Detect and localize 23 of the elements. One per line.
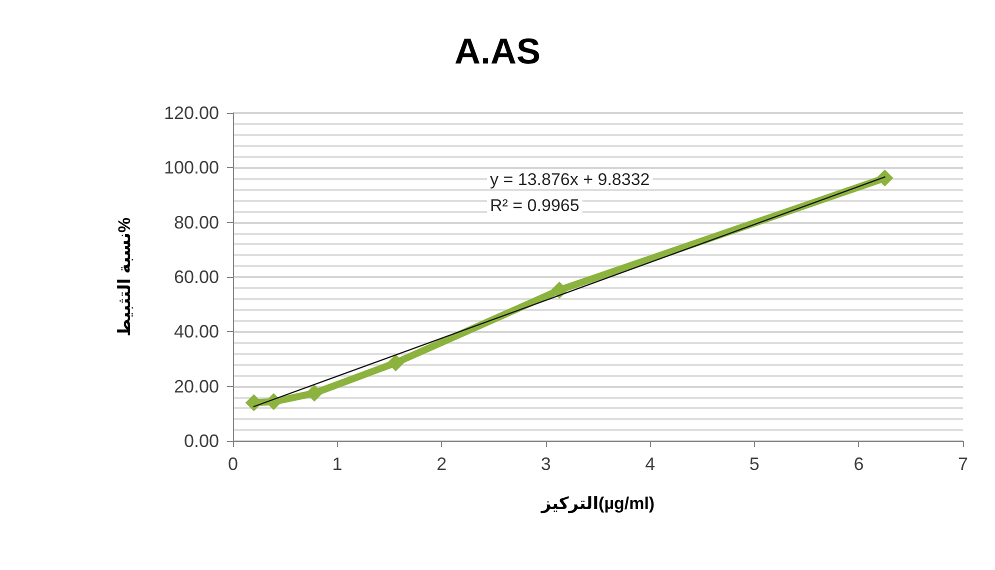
- x-tick-label: 6: [854, 454, 864, 474]
- chart-title: A.AS: [454, 30, 541, 72]
- point: [876, 170, 894, 187]
- annotation: y = 13.876x + 9.8332: [490, 170, 650, 189]
- x-tick-label: 0: [228, 454, 238, 474]
- x-tick-label: 4: [645, 454, 656, 474]
- x-tick-label: 5: [749, 454, 760, 474]
- y-tick-label: 20.00: [174, 376, 219, 396]
- y-axis-title: نسبة التثبيط%: [115, 218, 134, 336]
- x-tick-label: 2: [436, 454, 447, 474]
- y-tick-label: 120.00: [164, 103, 219, 123]
- x-tick-label: 7: [958, 454, 968, 474]
- point: [387, 354, 404, 372]
- x-axis-title: التركيز(µg/ml): [540, 494, 655, 514]
- y-tick-label: 100.00: [164, 158, 219, 178]
- annotation: R² = 0.9965: [490, 196, 580, 215]
- point: [550, 282, 568, 299]
- y-tick-label: 80.00: [174, 212, 219, 232]
- x-tick-label: 1: [332, 454, 342, 474]
- x-tick-label: 3: [540, 454, 551, 474]
- y-tick-label: 0.00: [184, 431, 219, 451]
- y-tick-label: 40.00: [174, 322, 219, 342]
- y-tick-label: 60.00: [174, 267, 219, 287]
